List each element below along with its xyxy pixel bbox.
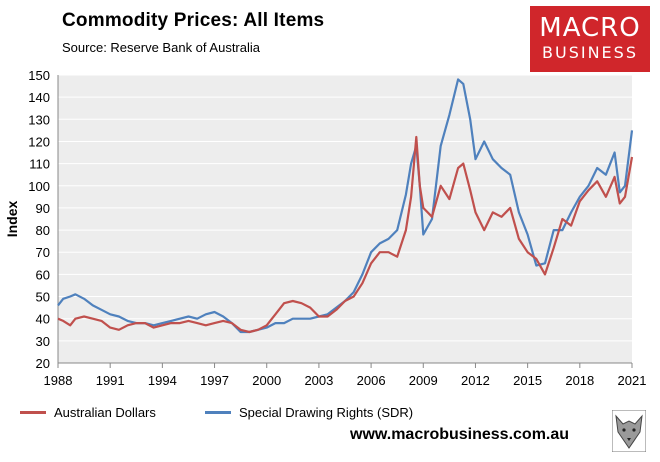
y-tick-label: 100 xyxy=(28,179,50,194)
x-tick-label: 2021 xyxy=(618,373,647,388)
y-tick-label: 50 xyxy=(36,290,50,305)
y-tick-label: 150 xyxy=(28,68,50,83)
x-tick-label: 2015 xyxy=(513,373,542,388)
x-tick-label: 2006 xyxy=(357,373,386,388)
legend-item-aud: Australian Dollars xyxy=(20,405,156,420)
y-tick-label: 40 xyxy=(36,312,50,327)
series-line-sdr xyxy=(57,78,634,334)
y-tick-label: 80 xyxy=(36,223,50,238)
legend-label-sdr: Special Drawing Rights (SDR) xyxy=(239,405,414,420)
y-tick-label: 60 xyxy=(36,267,50,282)
macrobusiness-logo: MACRO BUSINESS xyxy=(530,6,650,72)
y-tick-label: 130 xyxy=(28,112,50,127)
x-tick-label: 1988 xyxy=(44,373,73,388)
commodity-price-chart: 20 30 40 50 60 70 80 90 100 110 120 130 140 150 1988 19… xyxy=(4,68,647,388)
x-tick-label: 2018 xyxy=(565,373,594,388)
y-tick-label: 20 xyxy=(36,356,50,371)
chart-title: Commodity Prices: All Items xyxy=(62,10,325,31)
y-tick-label: 110 xyxy=(29,157,50,172)
series-line-australian-dollars xyxy=(57,135,634,334)
legend-item-sdr: Special Drawing Rights (SDR) xyxy=(205,405,413,420)
y-tick-label: 90 xyxy=(36,201,50,216)
y-tick-label: 30 xyxy=(36,334,50,349)
x-tick-label: 1991 xyxy=(96,373,125,388)
x-tick-label: 2009 xyxy=(409,373,438,388)
y-tick-label: 70 xyxy=(36,245,50,260)
legend-label-aud: Australian Dollars xyxy=(54,405,156,420)
legend-swatch-sdr xyxy=(205,411,231,414)
y-tick-label: 140 xyxy=(28,90,50,105)
legend-swatch-aud xyxy=(20,411,46,414)
x-tick-label: 2003 xyxy=(304,373,333,388)
chart-source: Source: Reserve Bank of Australia xyxy=(62,40,260,55)
plot-area xyxy=(58,75,632,363)
wolf-logo-icon xyxy=(612,410,646,452)
website-url: www.macrobusiness.com.au xyxy=(350,426,570,443)
x-tick-label: 1997 xyxy=(200,373,229,388)
logo-line-2: BUSINESS xyxy=(542,43,638,62)
x-tick-label: 2000 xyxy=(252,373,281,388)
x-tick-label: 2012 xyxy=(461,373,490,388)
y-axis-label: Index xyxy=(4,201,20,238)
x-tick-label: 1994 xyxy=(148,373,177,388)
y-tick-label: 120 xyxy=(28,134,50,149)
logo-line-1: MACRO xyxy=(539,13,641,43)
